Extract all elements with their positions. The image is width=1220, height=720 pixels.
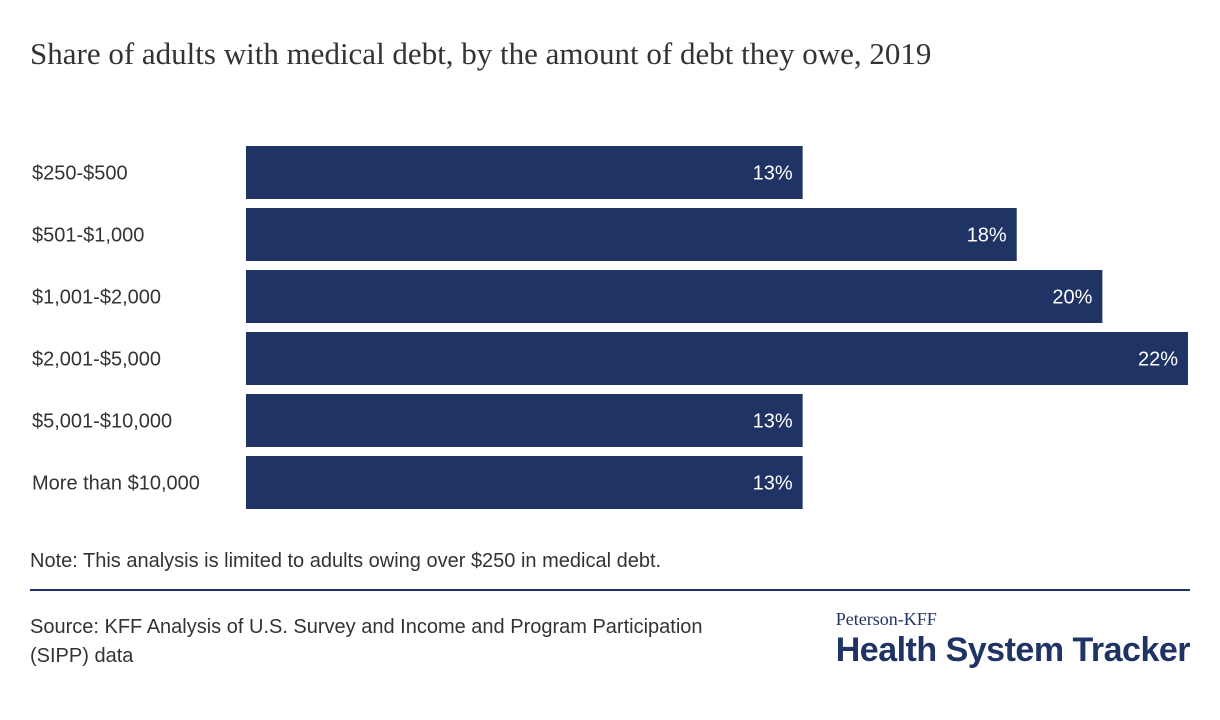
- data-label: 18%: [967, 225, 1007, 247]
- data-label: 13%: [753, 163, 793, 185]
- bar[interactable]: [246, 394, 803, 447]
- bar[interactable]: [246, 456, 803, 509]
- category-label: $5,001-$10,000: [32, 411, 172, 433]
- data-label: 13%: [753, 411, 793, 433]
- category-label: $250-$500: [32, 163, 128, 185]
- bar[interactable]: [246, 270, 1103, 323]
- bar[interactable]: [246, 146, 803, 199]
- data-label: 22%: [1138, 349, 1178, 371]
- data-label: 13%: [753, 473, 793, 495]
- category-label: $2,001-$5,000: [32, 349, 161, 371]
- chart-note: Note: This analysis is limited to adults…: [30, 550, 662, 572]
- source-note: Source: KFF Analysis of U.S. Survey and …: [30, 616, 703, 667]
- category-label: More than $10,000: [32, 473, 200, 495]
- chart-title: Share of adults with medical debt, by th…: [30, 36, 932, 71]
- bar[interactable]: [246, 332, 1188, 385]
- bar[interactable]: [246, 208, 1017, 261]
- logo-title: Health System Tracker: [835, 631, 1191, 669]
- logo-subtitle: Peterson-KFF: [835, 609, 937, 629]
- category-label: $501-$1,000: [32, 225, 144, 247]
- footer-divider: [30, 589, 1190, 591]
- category-label: $1,001-$2,000: [32, 287, 161, 309]
- bar-chart: $250-$500 13% $501-$1,000 18% $1,001-$2,000 2…: [32, 146, 1188, 509]
- data-label: 20%: [1052, 287, 1092, 309]
- brand-logo[interactable]: Peterson-KFF Health System Tracker: [835, 608, 1191, 670]
